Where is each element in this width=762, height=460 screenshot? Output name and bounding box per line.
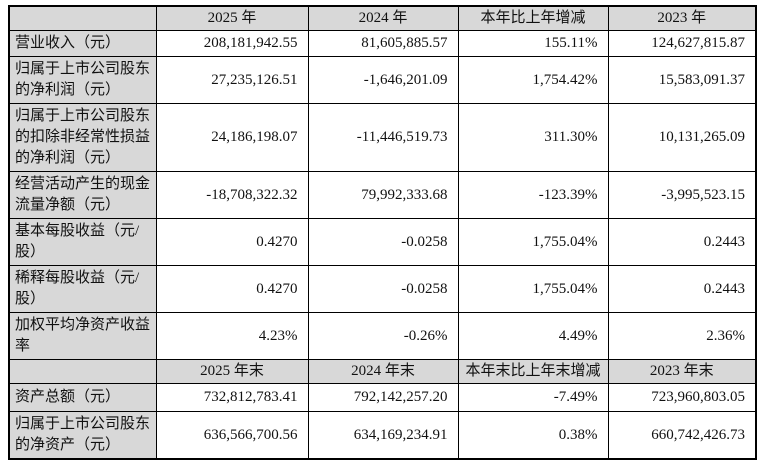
cell-value: 24,186,198.07 [155, 103, 309, 172]
corner-cell [8, 5, 157, 31]
cell-value: 0.4270 [155, 265, 309, 313]
financial-summary-table: 2025 年 2024 年 本年比上年增减 2023 年 营业收入（元） 208… [8, 5, 757, 460]
table-header-row-period-end: 2025 年末 2024 年末 本年末比上年末增减 2023 年末 [8, 359, 757, 384]
table-row: 稀释每股收益（元/股） 0.4270 -0.0258 1,755.04% 0.2… [8, 265, 757, 313]
cell-value: 311.30% [457, 103, 609, 172]
table-row: 经营活动产生的现金流量净额（元） -18,708,322.32 79,992,3… [8, 171, 757, 219]
cell-value: -7.49% [457, 383, 609, 412]
cell-value: 2.36% [607, 312, 757, 360]
cell-value: 4.49% [457, 312, 609, 360]
cell-value: 732,812,783.41 [155, 383, 309, 412]
cell-value: 15,583,091.37 [607, 56, 757, 104]
table-header-row-annual: 2025 年 2024 年 本年比上年增减 2023 年 [8, 5, 757, 31]
row-label: 加权平均净资产收益率 [8, 312, 157, 360]
cell-value: 0.2443 [607, 265, 757, 313]
cell-value: 1,755.04% [457, 218, 609, 266]
cell-value: -0.0258 [307, 218, 459, 266]
row-label: 归属于上市公司股东的净资产（元） [8, 411, 157, 460]
col-header-2023: 2023 年 [607, 5, 757, 31]
cell-value: 723,960,803.05 [607, 383, 757, 412]
row-label: 资产总额（元） [8, 383, 157, 412]
cell-value: -1,646,201.09 [307, 56, 459, 104]
row-label: 归属于上市公司股东的扣除非经常性损益的净利润（元） [8, 103, 157, 172]
cell-value: -123.39% [457, 171, 609, 219]
table-row: 加权平均净资产收益率 4.23% -0.26% 4.49% 2.36% [8, 312, 757, 360]
cell-value: 0.2443 [607, 218, 757, 266]
col-header-2023-end: 2023 年末 [607, 359, 757, 384]
cell-value: 634,169,234.91 [307, 411, 459, 460]
row-label: 营业收入（元） [8, 30, 157, 57]
cell-value: 0.4270 [155, 218, 309, 266]
cell-value: -11,446,519.73 [307, 103, 459, 172]
table-row: 资产总额（元） 732,812,783.41 792,142,257.20 -7… [8, 383, 757, 412]
corner-cell [8, 359, 157, 384]
col-header-yoy-change: 本年比上年增减 [457, 5, 609, 31]
cell-value: -18,708,322.32 [155, 171, 309, 219]
cell-value: 4.23% [155, 312, 309, 360]
cell-value: 0.38% [457, 411, 609, 460]
col-header-period-end-change: 本年末比上年末增减 [457, 359, 609, 384]
table-row: 归属于上市公司股东的净利润（元） 27,235,126.51 -1,646,20… [8, 56, 757, 104]
row-label: 基本每股收益（元/股） [8, 218, 157, 266]
col-header-2024: 2024 年 [307, 5, 459, 31]
cell-value: 124,627,815.87 [607, 30, 757, 57]
cell-value: 208,181,942.55 [155, 30, 309, 57]
col-header-2025-end: 2025 年末 [155, 359, 309, 384]
cell-value: 81,605,885.57 [307, 30, 459, 57]
cell-value: 27,235,126.51 [155, 56, 309, 104]
cell-value: 79,992,333.68 [307, 171, 459, 219]
cell-value: -0.26% [307, 312, 459, 360]
cell-value: 636,566,700.56 [155, 411, 309, 460]
row-label: 归属于上市公司股东的净利润（元） [8, 56, 157, 104]
cell-value: 792,142,257.20 [307, 383, 459, 412]
row-label: 稀释每股收益（元/股） [8, 265, 157, 313]
row-label: 经营活动产生的现金流量净额（元） [8, 171, 157, 219]
table-row: 营业收入（元） 208,181,942.55 81,605,885.57 155… [8, 30, 757, 57]
cell-value: -3,995,523.15 [607, 171, 757, 219]
cell-value: 10,131,265.09 [607, 103, 757, 172]
cell-value: -0.0258 [307, 265, 459, 313]
table-row: 归属于上市公司股东的净资产（元） 636,566,700.56 634,169,… [8, 411, 757, 460]
cell-value: 660,742,426.73 [607, 411, 757, 460]
table-row: 归属于上市公司股东的扣除非经常性损益的净利润（元） 24,186,198.07 … [8, 103, 757, 172]
col-header-2024-end: 2024 年末 [307, 359, 459, 384]
cell-value: 1,755.04% [457, 265, 609, 313]
cell-value: 155.11% [457, 30, 609, 57]
table-row: 基本每股收益（元/股） 0.4270 -0.0258 1,755.04% 0.2… [8, 218, 757, 266]
cell-value: 1,754.42% [457, 56, 609, 104]
col-header-2025: 2025 年 [155, 5, 309, 31]
